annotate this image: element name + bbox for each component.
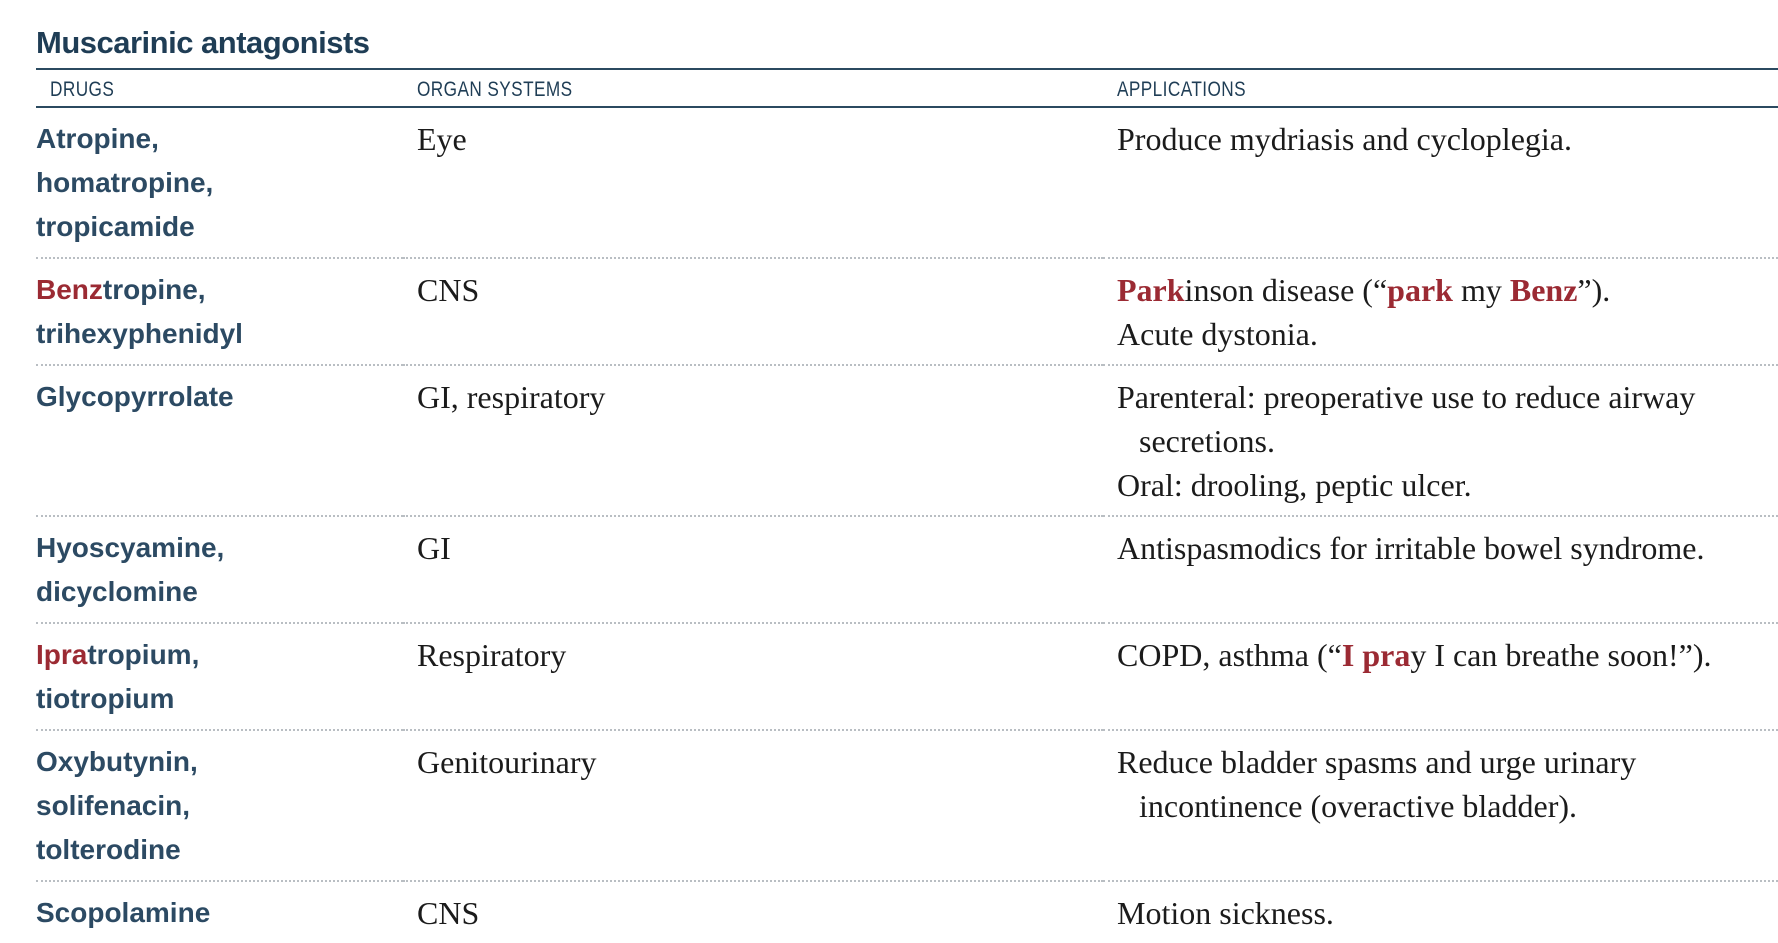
application-text: ”). [1577, 272, 1611, 308]
drug-name-line: tiotropium [36, 677, 403, 721]
application-line: COPD, asthma (“I pray I can breathe soon… [1117, 633, 1778, 677]
application-text: Oral: drooling, peptic ulcer. [1117, 467, 1472, 503]
mnemonic-highlight: Benz [36, 274, 103, 305]
application-text: Reduce bladder spasms and urge urinary i… [1117, 744, 1637, 824]
drug-name-text: tropine, [102, 274, 206, 305]
document-page: Muscarinic antagonists DRUGS ORGAN SYSTE… [36, 18, 1778, 943]
application-line: Oral: drooling, peptic ulcer. [1117, 463, 1778, 507]
organ-system-cell: CNS [403, 258, 1103, 366]
drug-name-text: homatropine, [36, 167, 214, 198]
drug-cell: Glycopyrrolate [36, 365, 403, 517]
application-line: Parenteral: preoperative use to reduce a… [1117, 375, 1778, 463]
applications-cell: COPD, asthma (“I pray I can breathe soon… [1103, 623, 1778, 731]
drug-name-text: dicyclomine [36, 576, 198, 607]
drug-name-line: Hyoscyamine, [36, 526, 403, 570]
organ-system-cell: Genitourinary [403, 730, 1103, 882]
table-row: Glycopyrrolate GI, respiratory Parenteral:… [36, 365, 1778, 517]
mnemonic-highlight: I pra [1341, 637, 1411, 673]
application-text: Produce mydriasis and cycloplegia. [1117, 121, 1572, 157]
drug-name-text: Atropine, [36, 123, 159, 154]
table-row: Scopolamine CNS Motion sickness. [36, 881, 1778, 943]
applications-cell: Produce mydriasis and cycloplegia. [1103, 107, 1778, 259]
table-row: Atropine, homatropine, tropicamide Eye Produ… [36, 107, 1778, 259]
drug-name-text: tolterodine [36, 834, 181, 865]
application-text: my [1452, 272, 1510, 308]
table-body: Atropine, homatropine, tropicamide Eye Produ… [36, 107, 1778, 943]
column-header-applications: APPLICATIONS [1103, 68, 1778, 108]
column-header-drugs: DRUGS [36, 68, 403, 108]
table-header-row: DRUGS ORGAN SYSTEMS APPLICATIONS [36, 68, 1778, 108]
drug-cell: Ipratropium, tiotropium [36, 623, 403, 731]
application-line: Acute dystonia. [1117, 312, 1778, 356]
application-text: y I can breathe soon!”). [1410, 637, 1712, 673]
applications-cell: Reduce bladder spasms and urge urinary i… [1103, 730, 1778, 882]
drug-name-text: Glycopyrrolate [36, 381, 234, 412]
application-line: Antispasmodics for irritable bowel syndr… [1117, 526, 1778, 570]
drug-name-text: solifenacin, [36, 790, 191, 821]
applications-cell: Parkinson disease (“park my Benz”). Acute… [1103, 258, 1778, 366]
organ-system-cell: CNS [417, 895, 480, 931]
drug-name-line: solifenacin, [36, 784, 403, 828]
drug-name-text: Scopolamine [36, 897, 211, 928]
application-text: COPD, asthma (“ [1117, 637, 1342, 673]
drug-name-text: tiotropium [36, 683, 175, 714]
drug-name-text: Hyoscyamine, [36, 532, 225, 563]
drug-cell: Oxybutynin, solifenacin, tolterodine [36, 730, 403, 882]
drug-name-line: Ipratropium, [36, 633, 403, 677]
drug-name-line: Oxybutynin, [36, 740, 403, 784]
section-title: Muscarinic antagonists [36, 25, 370, 60]
drug-name-line: Atropine, [36, 117, 403, 161]
mnemonic-highlight: Park [1117, 272, 1185, 308]
organ-system-cell: Respiratory [403, 623, 1103, 731]
table-row: Ipratropium, tiotropium Respiratory COPD, a… [36, 623, 1778, 731]
drug-table: DRUGS ORGAN SYSTEMS APPLICATIONS Atropin… [36, 68, 1778, 943]
drug-cell: Benztropine, trihexyphenidyl [36, 258, 403, 366]
application-text: Motion sickness. [1117, 895, 1334, 931]
drug-name-line: trihexyphenidyl [36, 312, 403, 356]
drug-name-text: tropium, [87, 639, 200, 670]
table-row: Hyoscyamine, dicyclomine GI Antispasmodics … [36, 516, 1778, 624]
mnemonic-highlight: Benz [1509, 272, 1578, 308]
application-line: Produce mydriasis and cycloplegia. [1117, 117, 1778, 161]
application-text: Parenteral: preoperative use to reduce a… [1117, 379, 1696, 459]
drug-name-text: Oxybutynin, [36, 746, 198, 777]
application-text: Antispasmodics for irritable bowel syndr… [1117, 530, 1705, 566]
drug-name-text: trihexyphenidyl [36, 318, 243, 349]
application-text: inson disease (“ [1184, 272, 1388, 308]
applications-cell: Antispasmodics for irritable bowel syndr… [1103, 516, 1778, 624]
mnemonic-highlight: Ipra [36, 639, 88, 670]
drug-cell: Hyoscyamine, dicyclomine [36, 516, 403, 624]
organ-system-cell: GI [403, 516, 1103, 624]
drug-name-text: tropicamide [36, 211, 195, 242]
drug-name-line: Benztropine, [36, 268, 403, 312]
applications-cell: Motion sickness. [1103, 881, 1778, 943]
table-row: Oxybutynin, solifenacin, tolterodine Genito… [36, 730, 1778, 882]
organ-system-cell: GI, respiratory [403, 365, 1103, 517]
drug-name-line: Scopolamine [36, 891, 403, 935]
applications-cell: Parenteral: preoperative use to reduce a… [1103, 365, 1778, 517]
table-row: Benztropine, trihexyphenidyl CNS Parkinson … [36, 258, 1778, 366]
application-line: Reduce bladder spasms and urge urinary i… [1117, 740, 1778, 828]
drug-name-line: homatropine, [36, 161, 403, 205]
drug-name-line: dicyclomine [36, 570, 403, 614]
application-line: Parkinson disease (“park my Benz”). [1117, 268, 1778, 312]
drug-name-line: tropicamide [36, 205, 403, 249]
organ-system-cell: Eye [403, 107, 1103, 259]
drug-name-line: Glycopyrrolate [36, 375, 403, 419]
drug-cell: Scopolamine [36, 881, 403, 943]
drug-name-line: tolterodine [36, 828, 403, 872]
drug-cell: Atropine, homatropine, tropicamide [36, 107, 403, 259]
column-header-organ-systems: ORGAN SYSTEMS [403, 68, 1103, 108]
mnemonic-highlight: park [1387, 272, 1453, 308]
application-line: Motion sickness. [1117, 891, 1778, 935]
application-text: Acute dystonia. [1117, 316, 1318, 352]
